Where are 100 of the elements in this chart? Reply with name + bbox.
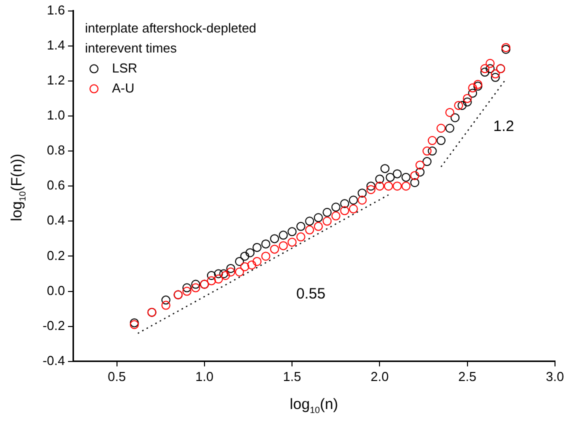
x-tick-label: 2.0: [370, 368, 389, 384]
point: [445, 124, 454, 133]
point: [462, 94, 472, 103]
point: [416, 168, 425, 177]
point: [445, 108, 454, 117]
point: [366, 182, 376, 191]
point: [392, 182, 402, 191]
point: [358, 188, 367, 198]
point: [375, 174, 384, 184]
point: [340, 199, 350, 208]
point: [486, 64, 495, 74]
point: [314, 213, 323, 222]
y-tick-label: 1.6: [46, 2, 65, 18]
point: [182, 286, 192, 296]
point: [270, 244, 280, 254]
point: [428, 146, 437, 156]
point: [288, 227, 297, 236]
y-tick-label: 0.4: [46, 212, 65, 228]
point: [422, 146, 432, 156]
point: [375, 182, 384, 191]
point: [214, 274, 223, 284]
point: [206, 271, 216, 280]
x-tick-label: 2.5: [458, 368, 476, 384]
point: [270, 234, 280, 244]
point: [436, 136, 446, 146]
point: [380, 164, 390, 174]
x-tick-label: 0.5: [108, 368, 126, 384]
point: [240, 262, 250, 272]
point: [450, 113, 460, 122]
legend-label: A-U: [112, 80, 134, 96]
point: [261, 252, 270, 261]
y-tick-label: 0.8: [46, 142, 65, 158]
point: [436, 124, 446, 133]
point: [247, 260, 256, 270]
point: [161, 296, 170, 305]
legend-label: LSR: [112, 60, 138, 76]
point: [278, 230, 288, 240]
point: [296, 232, 306, 242]
annotation: 0.55: [296, 286, 326, 303]
x-tick-label: 1.0: [195, 368, 214, 384]
point: [454, 100, 464, 110]
y-tick-label: -0.2: [42, 318, 65, 333]
point: [240, 252, 250, 261]
point: [366, 185, 376, 194]
point: [214, 269, 223, 278]
point: [331, 211, 340, 220]
point: [314, 222, 323, 231]
point: [182, 283, 192, 292]
point: [462, 97, 472, 106]
y-tick-label: -0.4: [42, 352, 65, 368]
point: [410, 171, 420, 180]
y-tick-label: 0.0: [46, 282, 65, 298]
point: [348, 204, 358, 214]
legend-title: interplate aftershock-depleted interevent times: [85, 20, 256, 56]
point: [234, 267, 244, 276]
point: [422, 157, 432, 166]
x-axis-title: log$_{10}$(n): [288, 396, 340, 415]
point: [226, 267, 236, 276]
point: [288, 238, 297, 247]
point: [384, 182, 393, 191]
point: [458, 100, 467, 110]
point: [416, 160, 425, 170]
point: [296, 222, 306, 231]
point: [428, 136, 437, 146]
point: [234, 256, 244, 266]
point: [468, 88, 478, 98]
point: [401, 182, 410, 191]
point: [252, 242, 262, 252]
point: [358, 196, 367, 205]
point: [480, 64, 490, 74]
y-tick-label: 1.0: [46, 108, 65, 123]
y-tick-label: 0.2: [46, 248, 65, 263]
point: [386, 172, 395, 182]
point: [486, 58, 495, 68]
point: [322, 216, 332, 226]
x-tick-label: 3.0: [546, 368, 564, 384]
point: [226, 264, 236, 273]
point: [305, 225, 314, 234]
point: [331, 202, 340, 212]
y-tick-label: 0.6: [46, 178, 65, 193]
annotation: 1.2: [493, 118, 514, 136]
point: [322, 208, 332, 217]
point: [161, 300, 170, 310]
point: [410, 178, 420, 188]
point: [340, 206, 350, 216]
point: [252, 256, 262, 266]
point: [480, 68, 490, 77]
point: [468, 83, 478, 92]
point: [348, 196, 358, 205]
point: [191, 283, 200, 292]
point: [305, 216, 314, 226]
point: [246, 248, 255, 258]
point: [261, 239, 270, 248]
point: [278, 241, 288, 250]
point: [490, 72, 500, 82]
x-tick-label: 1.5: [283, 368, 302, 384]
y-tick-label: 1.2: [46, 72, 65, 88]
point: [392, 169, 402, 178]
point: [490, 69, 500, 78]
point: [191, 280, 200, 289]
